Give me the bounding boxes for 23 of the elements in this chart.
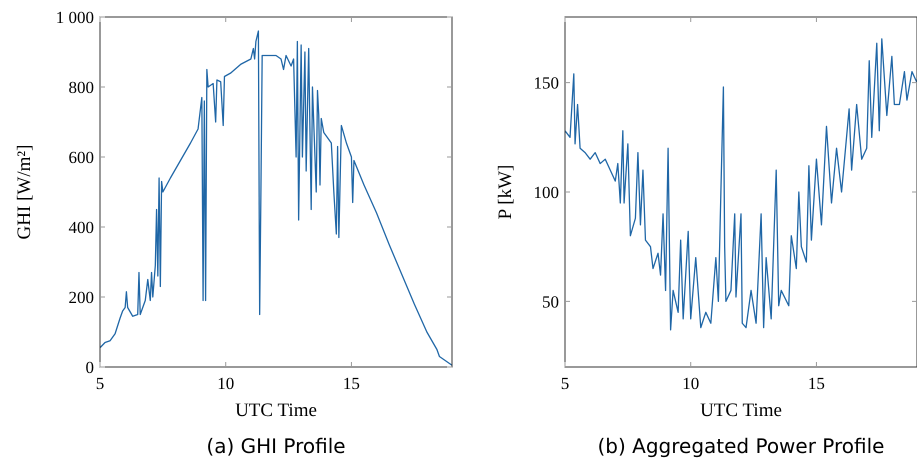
x-tick-label: 5 (96, 374, 104, 393)
line-series (99, 30, 453, 366)
y-tick-label: 0 (86, 358, 94, 377)
x-tick-label: 10 (217, 374, 234, 393)
x-axis-title: UTC Time (235, 400, 317, 421)
y-axis-title: GHI [W/m²] (14, 144, 35, 240)
y-tick-label: 600 (68, 148, 94, 167)
y-tick-label: 100 (534, 182, 559, 202)
text: (a) GHI Profile (206, 434, 346, 458)
text: (b) Aggregated Power Profile (598, 434, 884, 458)
y-axis-title: P [kW] (495, 164, 516, 220)
y-tick-label: 50 (542, 292, 559, 312)
x-axis-title: UTC Time (700, 400, 782, 421)
x-tick-label: 5 (560, 374, 570, 393)
x-tick-label: 15 (342, 374, 360, 393)
y-tick-label: 800 (68, 78, 94, 97)
y-tick-label: 1 000 (56, 8, 94, 27)
line-series (564, 38, 917, 330)
x-tick-label: 15 (808, 374, 825, 393)
y-tick-label: 150 (534, 74, 559, 93)
y-tick-label: 200 (68, 288, 94, 307)
y-tick-label: 400 (68, 218, 94, 237)
x-tick-label: 10 (682, 374, 700, 393)
